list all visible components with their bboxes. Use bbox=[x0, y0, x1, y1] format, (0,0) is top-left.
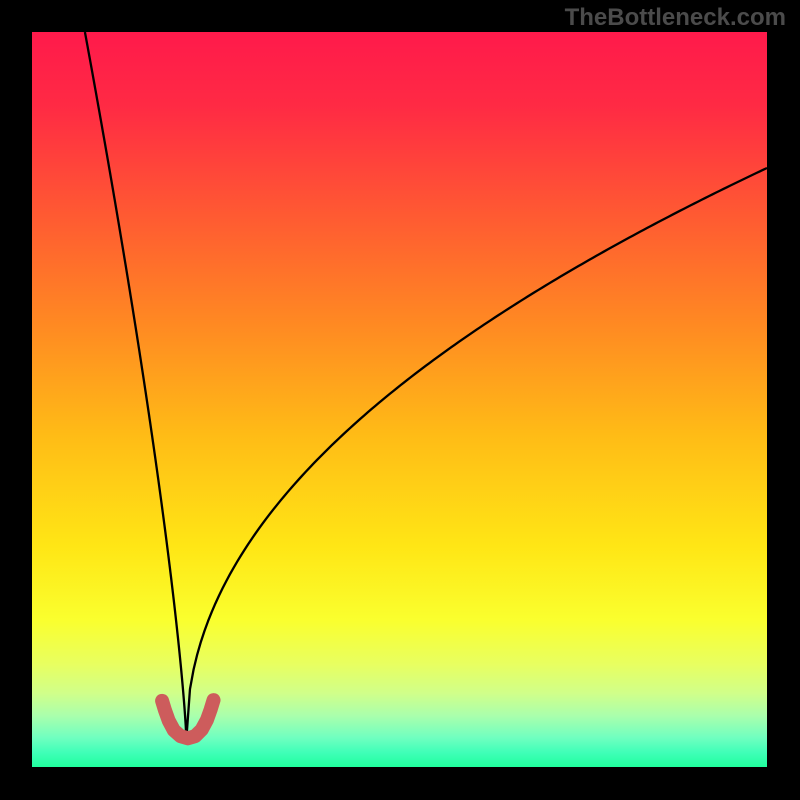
gradient-background bbox=[32, 32, 767, 767]
plot-svg bbox=[32, 32, 767, 767]
plot-area bbox=[32, 32, 767, 767]
chart-stage: TheBottleneck.com bbox=[0, 0, 800, 800]
watermark-text: TheBottleneck.com bbox=[565, 4, 786, 32]
